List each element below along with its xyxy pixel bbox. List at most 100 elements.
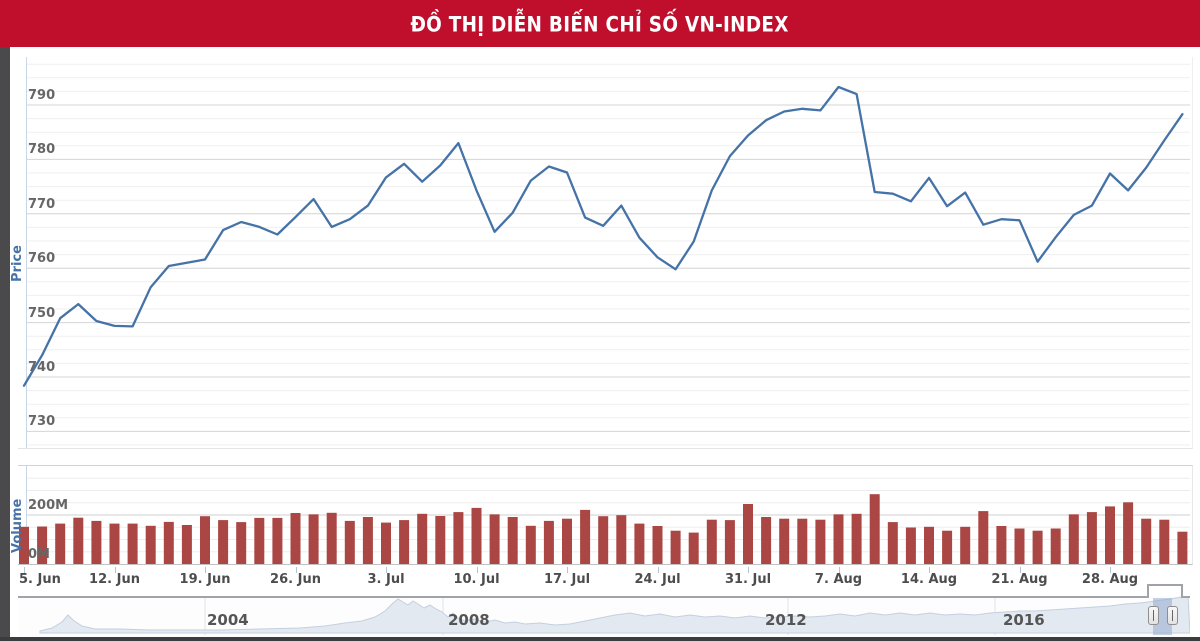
volume-bar[interactable]	[543, 520, 554, 564]
volume-bar[interactable]	[127, 523, 138, 564]
volume-bar[interactable]	[181, 525, 192, 564]
volume-bar[interactable]	[272, 517, 283, 564]
volume-plot-area[interactable]: 0M 200M	[18, 465, 1193, 565]
navigator-track[interactable]: 2004 2008 2012 2016	[18, 595, 1191, 637]
volume-bar[interactable]	[869, 494, 880, 564]
volume-bar[interactable]	[1068, 514, 1079, 564]
volume-bar[interactable]	[598, 516, 609, 564]
volume-bar[interactable]	[236, 522, 247, 564]
volume-bar[interactable]	[706, 519, 717, 564]
volume-bar[interactable]	[471, 507, 482, 564]
volume-bar[interactable]	[833, 514, 844, 564]
navigator-year-label: 2016	[1003, 611, 1045, 629]
volume-bar[interactable]	[362, 517, 373, 564]
volume-bar[interactable]	[218, 520, 229, 564]
volume-bar-chart[interactable]	[18, 466, 1192, 564]
navigator-left-handle[interactable]	[1147, 606, 1159, 625]
left-page-border	[0, 47, 10, 641]
x-tick-label: 19. Jun	[179, 572, 231, 587]
volume-bar[interactable]	[797, 518, 808, 564]
volume-bar[interactable]	[381, 522, 391, 564]
volume-bar[interactable]	[779, 518, 790, 564]
volume-bar[interactable]	[163, 521, 174, 564]
volume-bar[interactable]	[743, 504, 753, 564]
volume-axis-title: Volume	[10, 498, 25, 554]
price-tick-label: 770	[28, 196, 56, 212]
volume-bar[interactable]	[652, 526, 663, 564]
volume-bar[interactable]	[73, 517, 84, 564]
date-tick-mark	[386, 567, 387, 573]
volume-bar[interactable]	[670, 530, 681, 564]
date-tick-mark	[1110, 567, 1111, 573]
volume-bar[interactable]	[634, 523, 645, 564]
navigator-area-series	[39, 595, 1191, 634]
volume-bar[interactable]	[1105, 506, 1115, 564]
price-tick-label: 740	[28, 360, 56, 375]
volume-bar[interactable]	[978, 511, 989, 564]
volume-bar[interactable]	[688, 532, 699, 564]
volume-bar[interactable]	[1014, 528, 1025, 565]
volume-bar[interactable]	[851, 513, 862, 564]
volume-bar[interactable]	[1032, 530, 1043, 564]
volume-bar[interactable]	[453, 512, 464, 564]
price-line-chart[interactable]	[18, 57, 1192, 448]
navigator-right-handle[interactable]	[1166, 606, 1178, 625]
volume-bar[interactable]	[1177, 531, 1188, 564]
volume-bar[interactable]	[308, 514, 319, 564]
date-tick-mark	[295, 567, 297, 573]
volume-bar[interactable]	[19, 526, 29, 564]
volume-bar[interactable]	[942, 530, 953, 564]
x-tick-label: 21. Aug	[991, 572, 1048, 587]
x-tick-label: 17. Jul	[543, 572, 591, 587]
handle-grip-icon	[1171, 610, 1173, 621]
navigator-year-label: 2008	[448, 611, 490, 629]
volume-bar[interactable]	[326, 512, 337, 564]
volume-bar[interactable]	[1159, 519, 1170, 564]
volume-bar[interactable]	[254, 517, 265, 564]
volume-bar[interactable]	[905, 527, 916, 565]
volume-bar[interactable]	[761, 517, 772, 564]
volume-bar[interactable]	[1050, 528, 1061, 565]
volume-bar[interactable]	[815, 519, 826, 564]
volume-bar[interactable]	[417, 513, 428, 564]
volume-bar[interactable]	[399, 520, 410, 564]
volume-bar[interactable]	[562, 518, 572, 564]
price-tick-label: 730	[28, 414, 56, 430]
volume-bar[interactable]	[91, 520, 102, 564]
volume-bar[interactable]	[489, 514, 500, 564]
volume-tick-label: 200M	[28, 498, 69, 513]
x-tick-label: 28. Aug	[1081, 572, 1139, 587]
navigator-year-label: 2004	[207, 611, 249, 629]
volume-bar[interactable]	[924, 526, 934, 564]
volume-bar[interactable]	[724, 520, 735, 564]
date-tick-mark	[567, 567, 568, 573]
navigator-outline	[1147, 584, 1183, 586]
x-tick-label: 10. Jul	[453, 572, 500, 587]
volume-bar[interactable]	[960, 526, 971, 564]
price-axis-title: Price	[10, 245, 25, 283]
date-tick-mark	[114, 567, 116, 573]
price-line-series[interactable]	[22, 85, 1184, 387]
date-tick-mark	[657, 567, 659, 573]
volume-bar[interactable]	[55, 523, 66, 564]
volume-bar[interactable]	[616, 515, 627, 564]
date-tick-mark	[929, 567, 930, 573]
volume-bar[interactable]	[507, 517, 518, 564]
volume-bar[interactable]	[525, 525, 536, 564]
volume-bar[interactable]	[996, 526, 1007, 564]
volume-bar[interactable]	[1086, 512, 1097, 564]
volume-bar[interactable]	[344, 520, 355, 564]
volume-bar[interactable]	[37, 526, 48, 565]
volume-bar[interactable]	[145, 525, 156, 564]
volume-bar[interactable]	[580, 509, 591, 564]
price-tick-label: 780	[28, 142, 56, 158]
volume-bar[interactable]	[1141, 518, 1152, 564]
volume-bar[interactable]	[435, 516, 446, 564]
volume-bar[interactable]	[200, 516, 210, 564]
navigator-outline	[1181, 584, 1183, 598]
price-plot-area[interactable]: 730 740 750 760 770 780 790	[18, 57, 1193, 449]
volume-bar[interactable]	[109, 523, 120, 564]
volume-bar[interactable]	[887, 522, 898, 564]
volume-bar[interactable]	[290, 513, 301, 564]
volume-bar[interactable]	[1123, 502, 1134, 564]
